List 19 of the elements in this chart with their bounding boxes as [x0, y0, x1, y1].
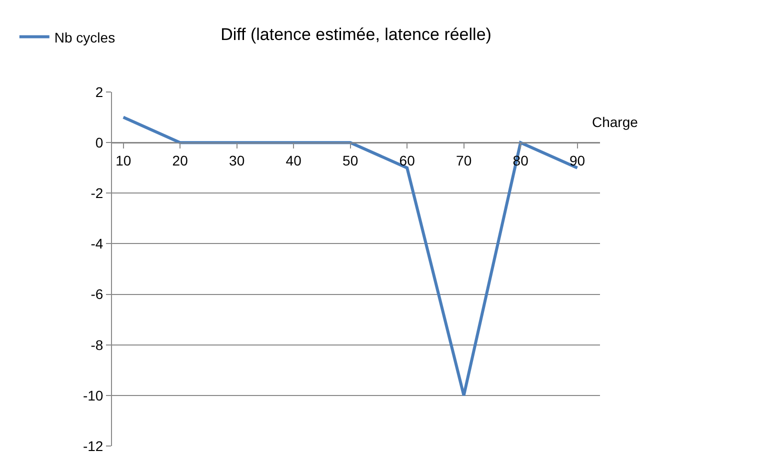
chart-title: Diff (latence estimée, latence réelle) — [220, 25, 492, 44]
y-tick-label: -10 — [82, 387, 104, 404]
y-tick-label: -6 — [90, 286, 104, 302]
x-tick-label: 70 — [456, 152, 472, 168]
x-tick-label: 50 — [342, 152, 358, 168]
y-tick-label: -12 — [82, 438, 104, 454]
x-tick-label: 40 — [286, 152, 302, 168]
x-tick-label: 30 — [229, 152, 245, 168]
x-tick-label: 90 — [570, 152, 586, 168]
y-tick-label: -4 — [90, 236, 104, 252]
legend-label: Nb cycles — [54, 29, 116, 46]
x-tick-label: 10 — [116, 152, 132, 168]
x-tick-label: 60 — [399, 152, 416, 168]
y-tick-label: 2 — [95, 84, 104, 100]
y-tick-label: -8 — [90, 336, 104, 353]
y-tick-label: -2 — [90, 185, 104, 202]
x-axis-title: Charge — [592, 114, 638, 130]
x-tick-label: 20 — [172, 152, 188, 168]
y-tick-label: 0 — [95, 134, 104, 150]
